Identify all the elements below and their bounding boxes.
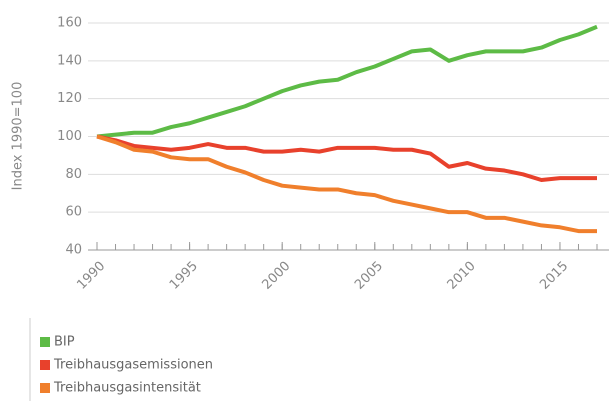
y-tick-label: 160 <box>57 16 82 31</box>
x-tick-label: 2000 <box>259 259 293 293</box>
series-line <box>96 24 598 139</box>
legend-swatch <box>40 337 50 347</box>
legend-label: BIP <box>54 335 75 350</box>
y-tick-label: 40 <box>65 243 82 258</box>
legend-label: Treibhausgasemissionen <box>53 358 213 373</box>
series-line <box>96 134 597 183</box>
series-line <box>96 134 597 234</box>
y-tick-label: 120 <box>57 91 82 106</box>
y-axis-label: Index 1990=100 <box>11 82 26 191</box>
y-tick-label: 100 <box>57 129 82 144</box>
x-tick-label: 2015 <box>537 259 571 293</box>
legend-label: Treibhausgasintensität <box>53 381 201 396</box>
y-tick-label: 60 <box>65 205 82 220</box>
legend-swatch <box>40 360 50 370</box>
y-tick-label: 140 <box>57 53 82 68</box>
x-tick-label: 1995 <box>167 259 201 293</box>
x-tick-label: 1990 <box>74 259 108 293</box>
legend-swatch <box>40 383 50 393</box>
x-tick-label: 2010 <box>445 259 479 293</box>
y-tick-label: 80 <box>65 167 82 182</box>
x-tick-label: 2005 <box>352 259 386 293</box>
